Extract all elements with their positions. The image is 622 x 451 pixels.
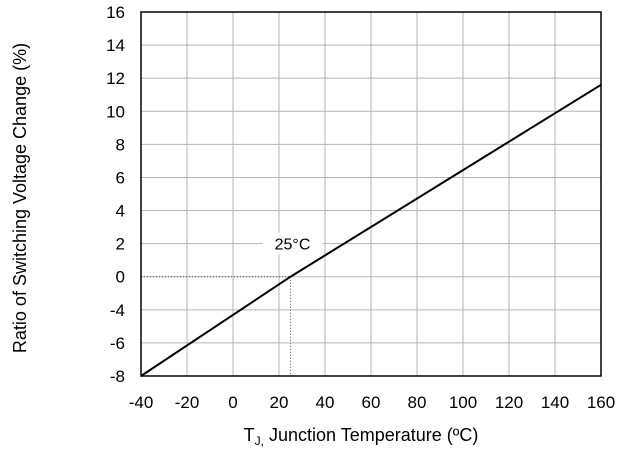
x-axis-label-rest: Junction Temperature (ºC) [264, 425, 478, 445]
grid [140, 11, 602, 377]
y-tick-label: 14 [106, 36, 125, 55]
y-tick-labels: 16 14 12 10 8 6 4 2 0 -4 -6 -8 [106, 3, 125, 386]
y-tick-label: -6 [110, 334, 125, 353]
x-tick-label: 20 [270, 393, 289, 412]
x-tick-label: 40 [316, 393, 335, 412]
y-tick-label: 8 [116, 135, 125, 154]
y-tick-label: 4 [116, 202, 125, 221]
y-axis-label: Ratio of Switching Voltage Change (%) [10, 43, 30, 353]
x-tick-label: 0 [228, 393, 237, 412]
series-line [140, 83, 602, 377]
x-tick-label: -40 [129, 393, 154, 412]
y-tick-label: -8 [110, 367, 125, 386]
x-axis-label: TJ, Junction Temperature (ºC) [244, 425, 479, 448]
series-group [140, 83, 602, 377]
annotation-group: 25°C [262, 232, 323, 255]
reference-guides [141, 276, 291, 376]
x-axis-label-subscript: J, [255, 434, 264, 448]
annotation-label: 25°C [275, 237, 311, 254]
x-tick-label: 160 [587, 393, 615, 412]
y-tick-label: 12 [106, 69, 125, 88]
x-tick-labels: -40 -20 0 20 40 60 80 100 120 140 160 [129, 393, 615, 412]
x-tick-label: 80 [408, 393, 427, 412]
x-tick-label: 60 [362, 393, 381, 412]
x-tick-label: -20 [175, 393, 200, 412]
x-tick-label: 120 [495, 393, 523, 412]
y-tick-label: 6 [116, 168, 125, 187]
y-tick-label: 2 [116, 235, 125, 254]
y-tick-label: -4 [110, 301, 125, 320]
x-tick-label: 140 [541, 393, 569, 412]
annotation-background [262, 232, 323, 255]
y-tick-label: 10 [106, 102, 125, 121]
y-tick-label: 0 [116, 268, 125, 287]
x-tick-label: 100 [449, 393, 477, 412]
plot-frame [140, 11, 602, 377]
x-axis-label-main: T [244, 425, 255, 445]
y-tick-label: 16 [106, 3, 125, 22]
